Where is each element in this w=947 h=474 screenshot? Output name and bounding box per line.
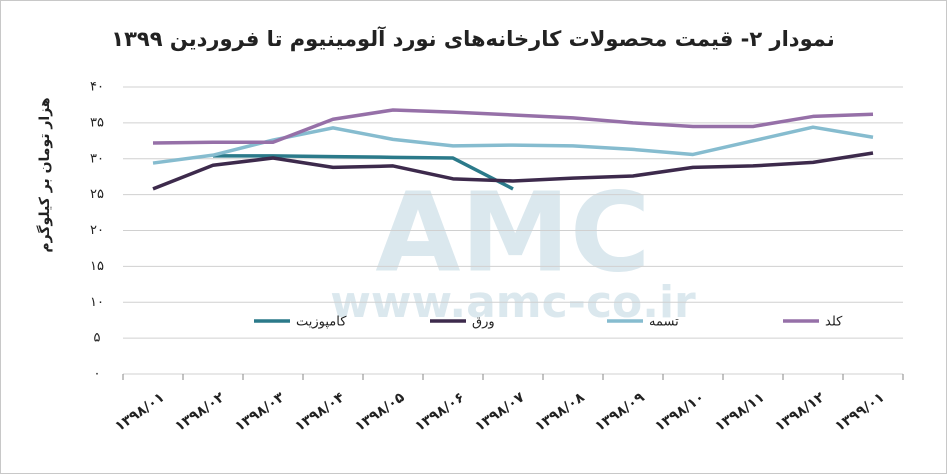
legend-label: ورق [472, 315, 495, 330]
y-axis-label: هزار تومان بر کیلوگرم [36, 97, 53, 252]
series-line [152, 151, 874, 191]
series-line [152, 108, 874, 145]
y-tick-label: ۲۵ [90, 187, 104, 202]
y-tick-label: ۴۰ [90, 80, 104, 95]
y-tick-label: ٠ [94, 367, 101, 382]
y-tick-label: ۱۵ [90, 259, 104, 274]
y-tick-label: ۵ [94, 331, 101, 346]
legend-label: کلد [825, 315, 843, 330]
chart-title: نمودار ۲- قیمت محصولات کارخانه‌های نورد … [111, 26, 834, 51]
watermark-logo: AMC [375, 168, 650, 296]
legend-label: تسمه [649, 315, 679, 330]
y-tick-label: ۲۰ [90, 223, 104, 238]
series-line [152, 125, 874, 165]
y-tick-label: ۳۰ [90, 151, 104, 166]
series-line [213, 154, 514, 191]
y-tick-label: ۱۰ [90, 295, 104, 310]
legend-label: کامپوزیت [296, 315, 347, 330]
y-tick-label: ۳۵ [90, 115, 104, 130]
